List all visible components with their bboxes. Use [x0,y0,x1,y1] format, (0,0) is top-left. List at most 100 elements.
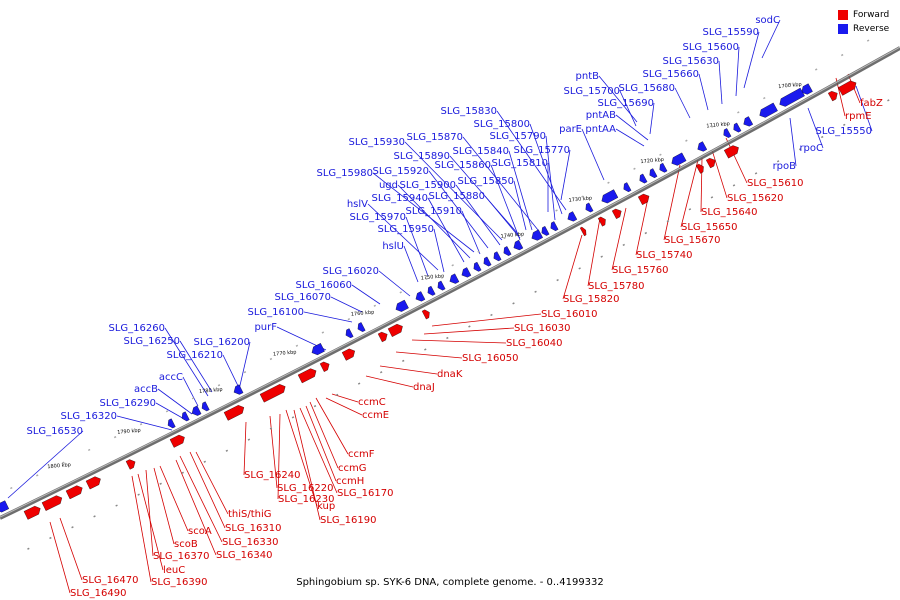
forward-gene-label[interactable]: SLG_16470 [82,575,138,586]
reverse-gene-arrow[interactable] [622,182,632,193]
reverse-gene-arrow[interactable] [600,189,619,205]
forward-gene-label[interactable]: SLG_16490 [70,588,126,599]
forward-gene-arrow[interactable] [125,458,137,470]
forward-gene-label[interactable]: SLG_15640 [701,207,757,218]
reverse-gene-arrow[interactable] [426,285,436,297]
reverse-gene-arrow[interactable] [460,267,472,279]
reverse-gene-label[interactable]: SLG_15800 [474,119,530,130]
reverse-gene-arrow[interactable] [394,299,409,314]
reverse-gene-arrow[interactable] [670,152,687,168]
reverse-gene-label[interactable]: parE [559,124,582,135]
reverse-gene-label[interactable]: rpoC [799,143,823,154]
forward-gene-arrow[interactable] [387,322,405,337]
forward-gene-arrow[interactable] [723,144,741,159]
forward-gene-label[interactable]: ccmE [362,410,389,421]
reverse-gene-label[interactable]: SLG_16250 [124,336,180,347]
forward-gene-label[interactable]: dnaJ [413,382,435,393]
reverse-gene-arrow[interactable] [530,229,543,243]
forward-gene-label[interactable]: fabZ [860,98,883,109]
forward-gene-arrow[interactable] [223,403,246,421]
reverse-gene-label[interactable]: SLG_15660 [643,69,699,80]
reverse-gene-label[interactable]: SLG_15870 [407,132,463,143]
reverse-gene-arrow[interactable] [166,418,176,430]
forward-gene-label[interactable]: SLG_15760 [612,265,668,276]
forward-gene-label[interactable]: ccmH [336,476,364,487]
forward-gene-arrow[interactable] [65,484,84,500]
forward-gene-label[interactable]: SLG_16050 [462,353,518,364]
reverse-gene-label[interactable]: SLG_15690 [598,98,654,109]
reverse-gene-label[interactable]: SLG_16070 [275,292,331,303]
reverse-gene-label[interactable]: SLG_16200 [194,337,250,348]
reverse-gene-arrow[interactable] [436,280,446,292]
reverse-gene-label[interactable]: SLG_16290 [100,398,156,409]
reverse-gene-label[interactable]: SLG_16530 [27,426,83,437]
reverse-gene-label[interactable]: SLG_15600 [683,42,739,53]
forward-gene-arrow[interactable] [597,216,608,227]
reverse-gene-arrow[interactable] [758,102,778,120]
forward-gene-arrow[interactable] [377,330,389,343]
reverse-gene-label[interactable]: accB [134,384,158,395]
reverse-gene-arrow[interactable] [696,141,708,154]
forward-gene-label[interactable]: SLG_15740 [636,250,692,261]
reverse-gene-arrow[interactable] [742,116,754,128]
reverse-gene-arrow[interactable] [356,322,366,333]
reverse-gene-label[interactable]: pntAB [586,110,616,121]
forward-gene-arrow[interactable] [421,308,431,320]
forward-gene-label[interactable]: ccmG [338,463,367,474]
reverse-gene-label[interactable]: SLG_15840 [453,146,509,157]
reverse-gene-arrow[interactable] [638,173,648,185]
reverse-gene-arrow[interactable] [232,384,244,397]
reverse-gene-label[interactable]: SLG_15590 [703,27,759,38]
forward-gene-label[interactable]: ccmF [348,449,375,460]
reverse-gene-label[interactable]: SLG_15810 [492,158,548,169]
forward-gene-label[interactable]: SLG_15670 [664,235,720,246]
forward-gene-label[interactable]: SLG_16220 [277,483,333,494]
forward-gene-arrow[interactable] [705,156,717,169]
reverse-gene-arrow[interactable] [492,251,502,263]
reverse-gene-label[interactable]: SLG_15930 [349,137,405,148]
reverse-gene-label[interactable]: SLG_16210 [167,350,223,361]
reverse-gene-label[interactable]: SLG_16320 [61,411,117,422]
forward-gene-arrow[interactable] [695,163,706,174]
reverse-gene-label[interactable]: SLG_15940 [372,193,428,204]
reverse-gene-label[interactable]: rpoB [773,161,797,172]
reverse-gene-arrow[interactable] [648,168,658,179]
reverse-gene-label[interactable]: SLG_15680 [619,83,675,94]
forward-gene-label[interactable]: SLG_16030 [514,323,570,334]
reverse-gene-label[interactable]: SLG_15970 [350,212,406,223]
forward-gene-arrow[interactable] [297,367,318,384]
reverse-gene-label[interactable]: SLG_15770 [514,145,570,156]
reverse-gene-label[interactable]: SLG_16100 [248,307,304,318]
reverse-gene-arrow[interactable] [732,122,742,134]
forward-gene-label[interactable]: SLG_16230 [278,494,334,505]
reverse-gene-label[interactable]: SLG_15920 [373,166,429,177]
reverse-gene-arrow[interactable] [549,221,559,232]
reverse-gene-arrow[interactable] [200,401,210,413]
reverse-gene-arrow[interactable] [344,328,354,340]
reverse-gene-arrow[interactable] [512,239,524,252]
reverse-gene-label[interactable]: SLG_15910 [406,206,462,217]
forward-gene-label[interactable]: SLG_15610 [747,178,803,189]
reverse-gene-arrow[interactable] [180,411,190,423]
reverse-gene-label[interactable]: sodC [755,15,780,26]
forward-gene-label[interactable]: scoB [174,539,198,550]
forward-gene-label[interactable]: SLG_16190 [320,515,376,526]
forward-gene-arrow[interactable] [41,494,64,511]
reverse-gene-arrow[interactable] [658,162,668,174]
reverse-gene-label[interactable]: SLG_15880 [429,191,485,202]
reverse-gene-arrow[interactable] [0,500,10,514]
reverse-gene-arrow[interactable] [722,128,732,139]
reverse-gene-label[interactable]: SLG_16260 [109,323,165,334]
forward-gene-label[interactable]: SLG_16170 [337,488,393,499]
reverse-gene-label[interactable]: SLG_15630 [663,56,719,67]
reverse-gene-arrow[interactable] [482,256,492,268]
reverse-gene-label[interactable]: SLG_15950 [378,224,434,235]
forward-gene-label[interactable]: dnaK [437,369,463,380]
forward-gene-label[interactable]: SLG_16010 [541,309,597,320]
reverse-gene-label[interactable]: SLG_15890 [394,151,450,162]
reverse-gene-label[interactable]: pntAA [585,124,616,135]
forward-gene-label[interactable]: thiS/thiG [228,509,272,520]
forward-gene-arrow[interactable] [319,360,331,372]
reverse-gene-label[interactable]: pntB [576,71,600,82]
reverse-gene-label[interactable]: purF [254,322,277,333]
